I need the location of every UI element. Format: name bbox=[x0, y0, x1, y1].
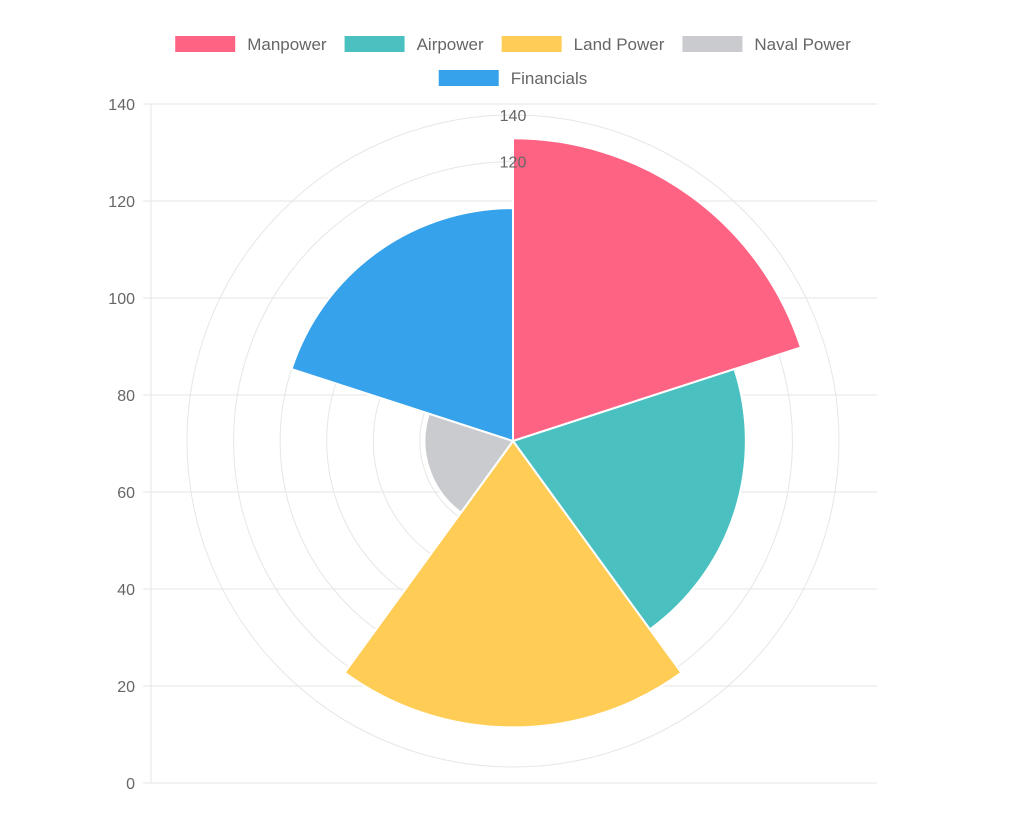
y-tick-label: 100 bbox=[108, 291, 135, 308]
radial-tick-label: 140 bbox=[500, 108, 527, 125]
legend-label: Financials bbox=[511, 69, 588, 88]
y-tick-label: 0 bbox=[126, 776, 135, 793]
y-tick-label: 40 bbox=[117, 582, 135, 599]
y-tick-label: 140 bbox=[108, 97, 135, 114]
legend-label: Land Power bbox=[574, 35, 665, 54]
y-tick-label: 20 bbox=[117, 679, 135, 696]
legend-swatch bbox=[438, 70, 499, 86]
slice-financials bbox=[290, 207, 514, 443]
legend-item-naval-power[interactable]: Naval Power bbox=[682, 35, 851, 54]
radial-grid-circle bbox=[186, 114, 840, 768]
legend: Manpower Airpower Land Power Naval Power Fin… bbox=[175, 35, 851, 88]
legend-item-financials[interactable]: Financials bbox=[438, 69, 588, 88]
radial-tick-label: 120 bbox=[500, 155, 527, 172]
y-tick-label: 120 bbox=[108, 194, 135, 211]
legend-item-manpower[interactable]: Manpower bbox=[175, 35, 327, 54]
y-axis-ticks: 0 20 40 60 80 100 120 140 bbox=[108, 97, 135, 793]
radial-tick-labels: 140 120 bbox=[500, 108, 527, 172]
legend-swatch bbox=[501, 36, 562, 52]
legend-swatch bbox=[175, 36, 236, 52]
slice-naval-power bbox=[423, 412, 515, 514]
legend-item-airpower[interactable]: Airpower bbox=[344, 35, 484, 54]
legend-label: Airpower bbox=[417, 35, 484, 54]
y-tick-label: 80 bbox=[117, 388, 135, 405]
legend-item-land-power[interactable]: Land Power bbox=[501, 35, 665, 54]
legend-swatch bbox=[344, 36, 405, 52]
slices bbox=[290, 137, 803, 729]
slice-land-power bbox=[343, 439, 683, 729]
legend-label: Manpower bbox=[247, 35, 327, 54]
slice-airpower bbox=[511, 367, 747, 631]
legend-label: Naval Power bbox=[754, 35, 851, 54]
y-tick-label: 60 bbox=[117, 485, 135, 502]
legend-swatch bbox=[682, 36, 743, 52]
slice-manpower bbox=[512, 137, 803, 443]
